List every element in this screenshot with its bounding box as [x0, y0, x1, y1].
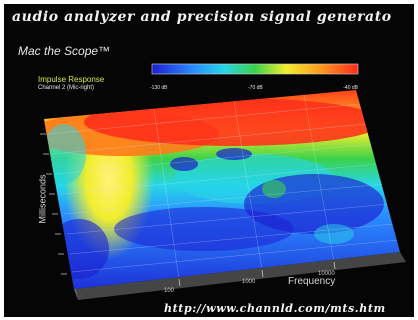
x-axis-ticks: [178, 261, 336, 287]
waterfall-plot: [40, 63, 406, 300]
y-axis-label: Milliseconds: [37, 174, 48, 224]
screenshot-frame: audio analyzer and precision signal gene…: [4, 4, 414, 317]
headline: audio analyzer and precision signal gene…: [12, 9, 392, 25]
plot-floor: [74, 252, 406, 300]
scale-label-max: -40 dB: [343, 85, 358, 91]
x-tick-label-100: 100: [164, 288, 175, 294]
color-scale-labels: -130 dB -70 dB -40 dB: [150, 85, 358, 91]
x-axis-label: Frequency: [288, 276, 336, 287]
plot-channel-label: Channel 2 (Mic-right): [38, 85, 95, 91]
scale-label-min: -130 dB: [150, 85, 168, 91]
y-axis-ticks: [40, 133, 67, 275]
waterfall-surface: [44, 90, 400, 289]
x-tick-label-10000: 10000: [318, 271, 335, 277]
plot-title: Impulse Response: [38, 75, 105, 84]
color-scale-bar: [151, 63, 359, 75]
scale-label-mid: -70 dB: [248, 85, 263, 91]
website-url: http://www.channld.com/mts.htm: [164, 302, 386, 315]
product-name: Mac the Scope™: [18, 44, 111, 58]
x-tick-label-1000: 1000: [242, 279, 256, 285]
